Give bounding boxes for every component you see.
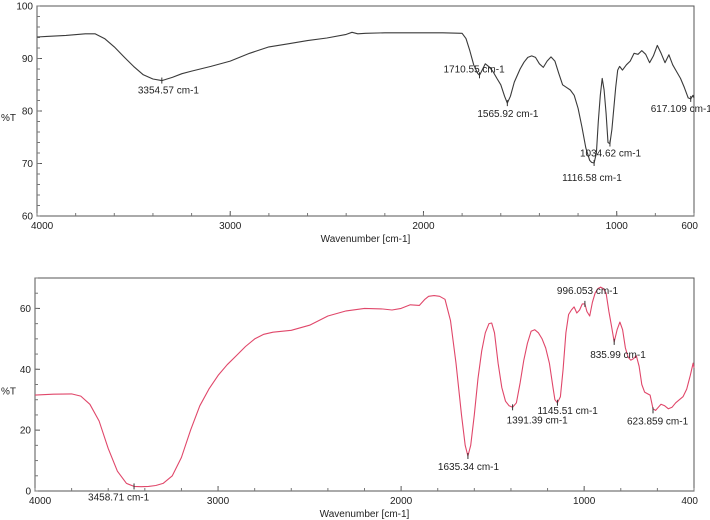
peak-label: 1034.62 cm-1 (580, 149, 642, 160)
y-tick-label: 90 (22, 54, 34, 65)
peak-label: 996.053 cm-1 (557, 286, 619, 297)
spectrum-line (34, 286, 695, 488)
x-tick-label: 400 (681, 496, 698, 507)
peak-label: 617.109 cm-1 (651, 104, 710, 115)
x-tick-label: 4000 (29, 496, 52, 507)
ftir-spectrum-top: 60 70 80 90 100 4000 3000 2000 1000 600 Wavenumber… (1, 2, 710, 246)
peak-label: 1710.55 cm-1 (444, 64, 506, 75)
x-tick-label: 3000 (207, 496, 230, 507)
x-tick-label: 2000 (412, 221, 435, 232)
peak-label: 3354.57 cm-1 (138, 86, 200, 97)
x-tick-label: 2000 (390, 496, 413, 507)
y-axis-label: %T (1, 113, 16, 124)
x-tick-label: 1000 (606, 221, 629, 232)
x-axis-label: Wavenumber [cm-1] (321, 234, 411, 245)
y-tick-label: 100 (16, 2, 33, 13)
x-tick-label: 3000 (219, 221, 242, 232)
y-tick-label: 60 (20, 304, 32, 315)
peak-label: 3458.71 cm-1 (88, 492, 150, 503)
x-tick-label: 1000 (573, 496, 596, 507)
peak-label: 1116.58 cm-1 (562, 173, 622, 184)
ftir-spectrum-bottom: 0 20 40 60 4000 3000 2000 1000 400 Wavenumber [cm… (1, 277, 698, 520)
x-tick-label: 4000 (31, 221, 54, 232)
spectrum-line (36, 31, 695, 164)
y-tick-label: 70 (22, 159, 34, 170)
peak-label: 835.99 cm-1 (590, 350, 646, 361)
peak-label: 1565.92 cm-1 (477, 109, 539, 120)
plot-frame (34, 277, 695, 492)
y-tick-label: 60 (22, 212, 34, 223)
y-axis-label: %T (1, 387, 16, 398)
peak-label: 1391.39 cm-1 (507, 415, 569, 426)
peak-label: 1145.51 cm-1 (537, 406, 598, 417)
x-tick-label: 600 (681, 221, 698, 232)
y-tick-label: 40 (20, 365, 32, 376)
y-tick-label: 20 (20, 426, 32, 437)
y-tick-label: 0 (25, 487, 31, 498)
x-axis-label: Wavenumber [cm-1] (320, 509, 410, 520)
peak-label: 1635.34 cm-1 (438, 462, 500, 473)
plot-frame (36, 5, 695, 217)
peak-label: 623.859 cm-1 (627, 416, 689, 427)
y-tick-label: 80 (22, 107, 34, 118)
